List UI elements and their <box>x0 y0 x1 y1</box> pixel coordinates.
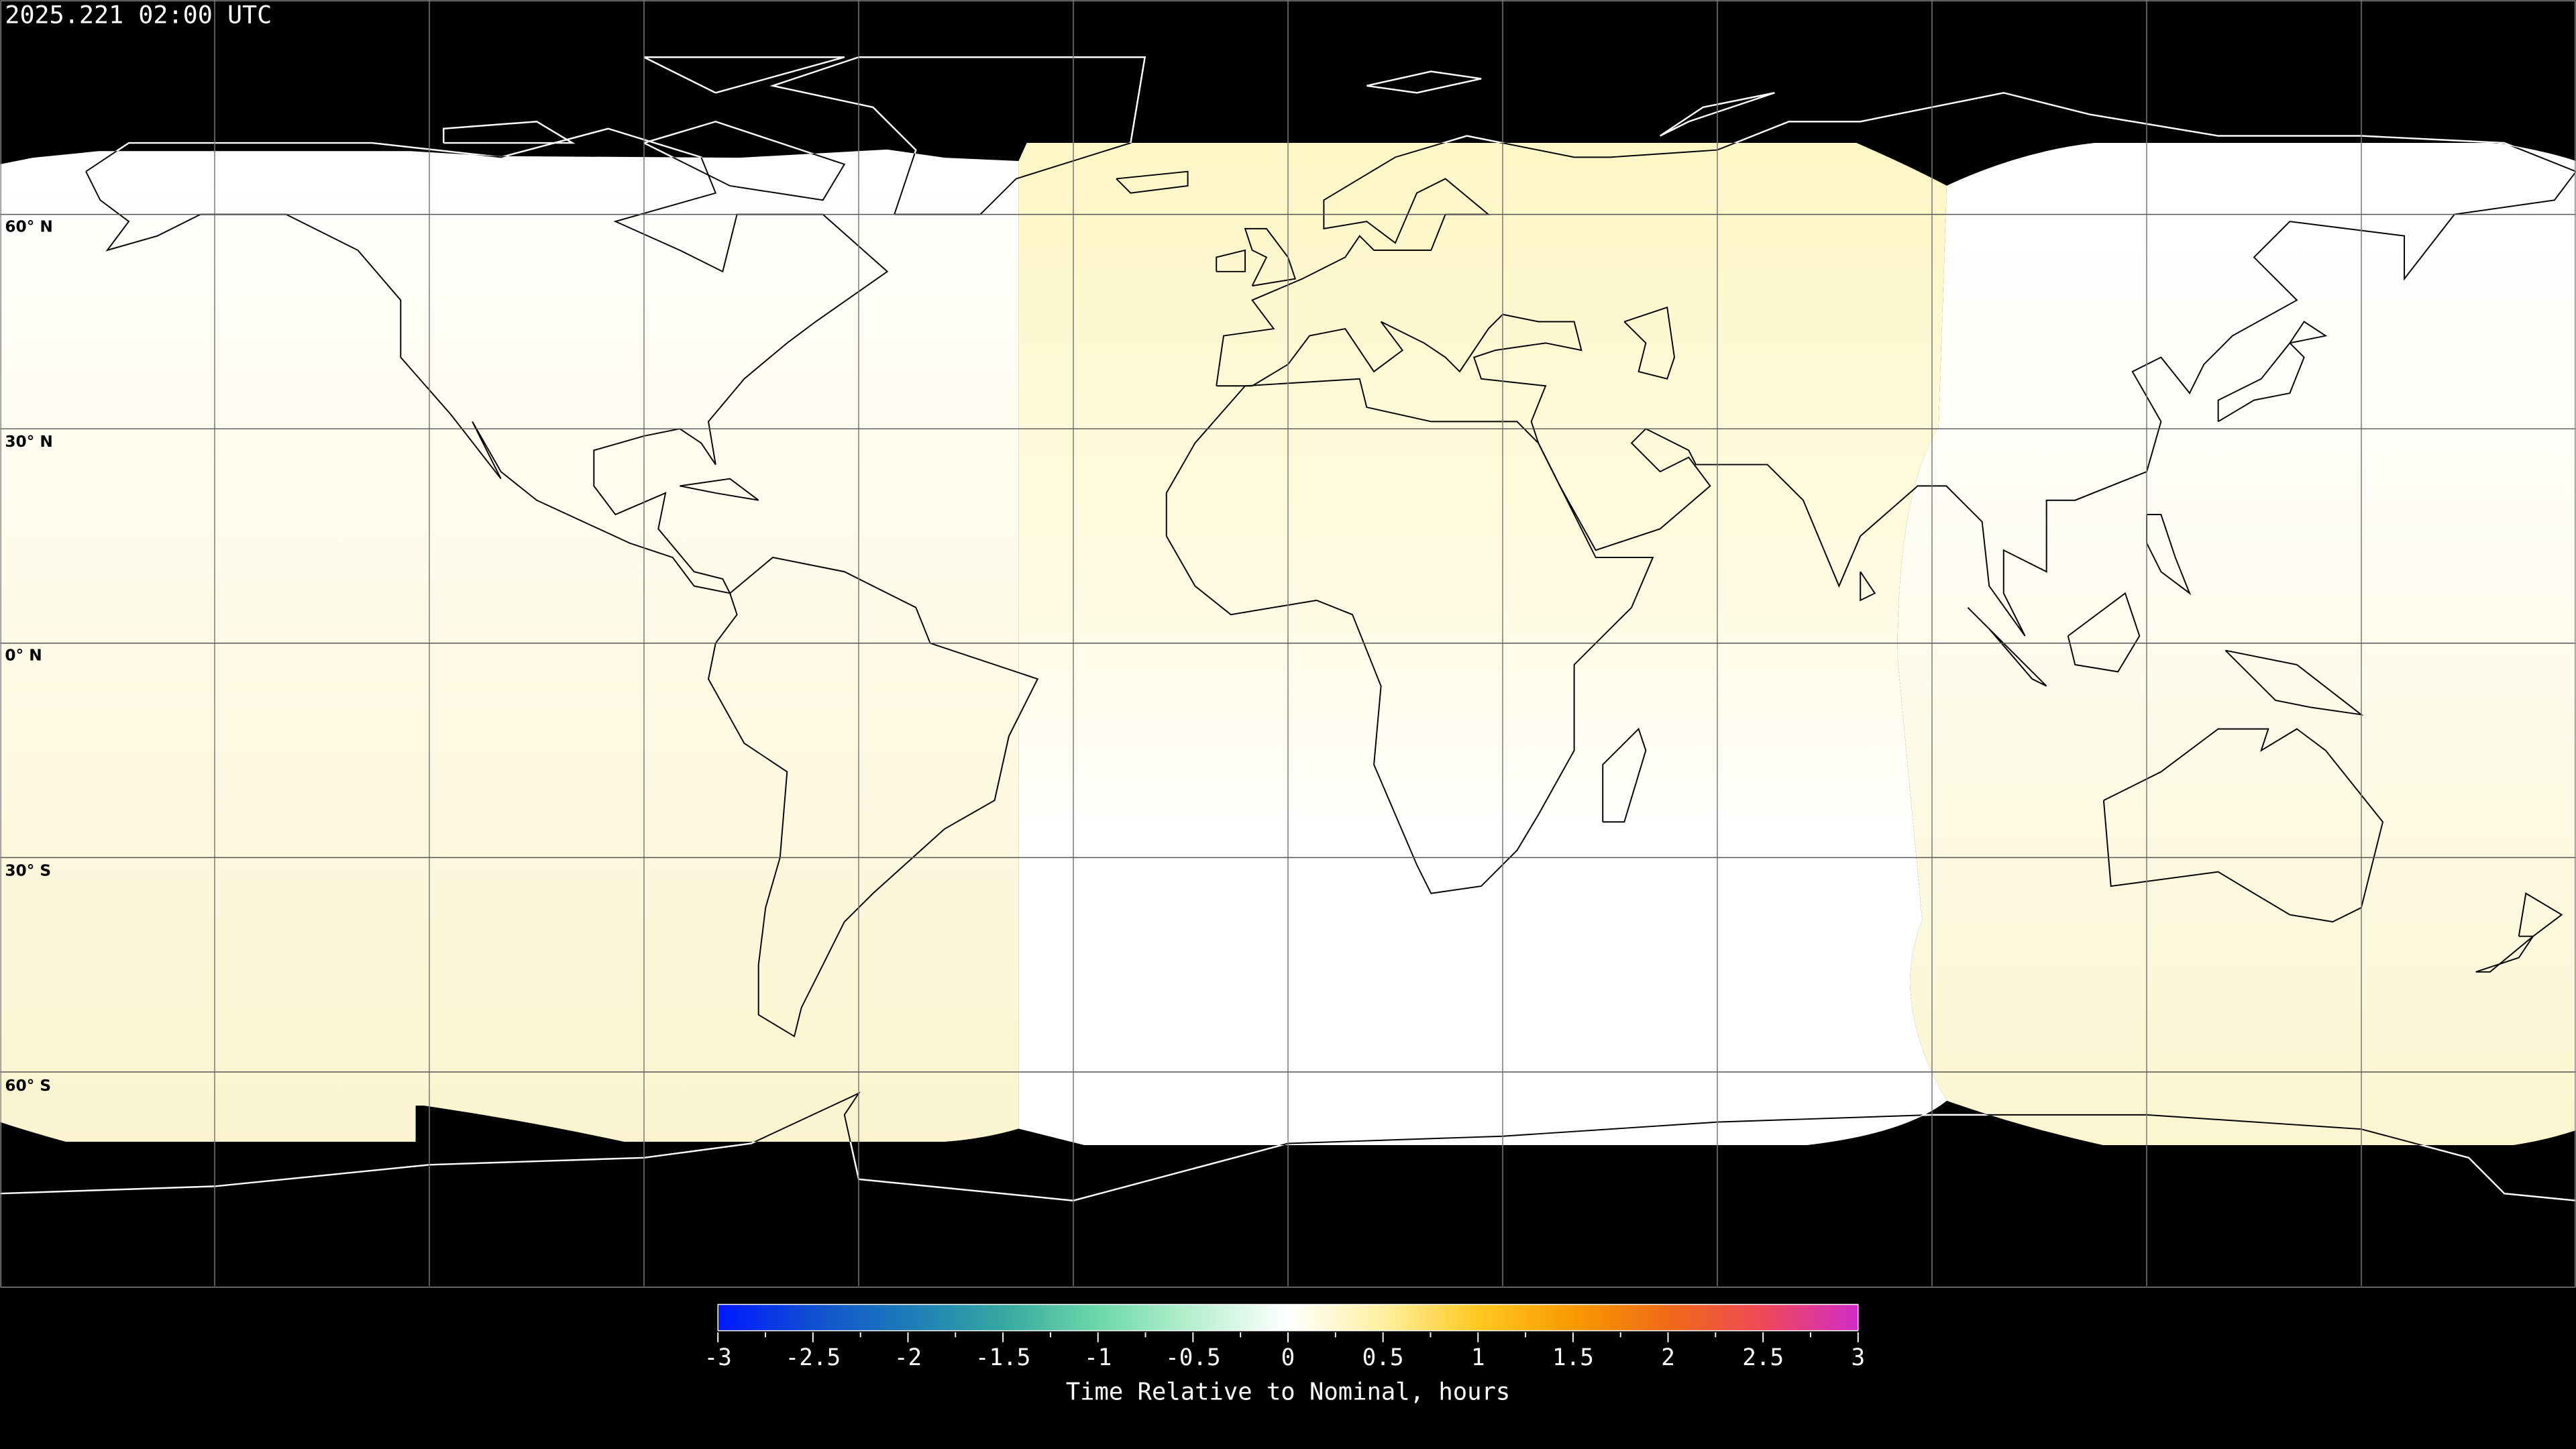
coastline-victoria-island <box>443 120 576 144</box>
coastline-great-britain <box>1244 227 1297 287</box>
coastline-greenland <box>770 143 1146 215</box>
coverage-region-central <box>1018 143 1947 1145</box>
coastline-cuba <box>680 478 759 501</box>
colorbar-tick-label: -0.5 <box>1165 1344 1221 1371</box>
graticule <box>0 0 2576 1287</box>
coastline-new-zealand-north <box>2518 892 2563 937</box>
colorbar-tick-label: -2.5 <box>786 1344 841 1371</box>
coastline-antarctica <box>0 1091 2576 1145</box>
lat-label-30n: 30° N <box>5 433 53 451</box>
colorbar-ticks: -3 -2.5 -2 -1.5 -1 -0.5 0 0.5 1 1.5 2 2.5 3 <box>704 1332 1865 1371</box>
colorbar-tick-label: 2.5 <box>1742 1344 1784 1371</box>
coastline-caspian-sea <box>1623 306 1676 380</box>
colorbar-tick-label: -3 <box>704 1344 732 1371</box>
coastline-africa <box>1165 378 1654 894</box>
coastline-japan <box>2217 341 2305 423</box>
coastline-ellesmere-island <box>643 56 845 94</box>
coastline-sumatra <box>1967 606 2047 687</box>
colorbar-tick-label: 0 <box>1281 1344 1295 1371</box>
colorbar-tick-label: 1.5 <box>1552 1344 1594 1371</box>
coastline-sri-lanka <box>1860 571 1876 602</box>
colorbar-tick-label: 1 <box>1471 1344 1485 1371</box>
coastline-hokkaido <box>2289 321 2328 344</box>
coastline-iceland <box>1116 170 1189 194</box>
coastline-new-guinea <box>2224 649 2364 716</box>
coastline-eurasia <box>1216 143 2576 637</box>
colorbar-bar <box>717 1303 1859 1332</box>
map-border <box>0 0 2576 1288</box>
coastline-madagascar <box>1602 727 1647 823</box>
coastline-south-america <box>707 556 1039 1038</box>
colorbar-tick-label: 3 <box>1851 1344 1865 1371</box>
colorbar-tick-label: 0.5 <box>1362 1344 1404 1371</box>
coastline-svalbard <box>1366 70 1482 94</box>
colorbar-tick-label: -2 <box>894 1344 922 1371</box>
coastlines <box>0 143 2576 1145</box>
coverage-region-east <box>1897 143 2576 1145</box>
coastline-novaya-zemlya <box>1660 92 1775 137</box>
data-coverage <box>0 143 2576 1145</box>
title-timestamp: 2025.221 02:00 UTC <box>5 0 272 29</box>
coastline-ireland <box>1216 249 1246 272</box>
coastline-australia <box>2102 728 2384 923</box>
lat-label-60s: 60° S <box>5 1077 51 1095</box>
coastline-new-zealand-south <box>2475 935 2534 973</box>
coastline-borneo <box>2067 592 2141 673</box>
lat-label-30s: 30° S <box>5 861 51 879</box>
colorbar-tick-label: 2 <box>1661 1344 1675 1371</box>
colorbar: -3 -2.5 -2 -1.5 -1 -0.5 0 0.5 1 1.5 2 2.5 3 Time Rel… <box>704 1303 1865 1406</box>
colorbar-tick-label: -1.5 <box>975 1344 1031 1371</box>
lat-label-0n: 0° N <box>5 646 42 664</box>
colorbar-tick-label: -1 <box>1084 1344 1112 1371</box>
lat-label-60n: 60° N <box>5 217 53 235</box>
coastline-baffin-island <box>643 143 846 201</box>
coverage-region-west <box>0 149 1019 1142</box>
colorbar-label: Time Relative to Nominal, hours <box>1066 1379 1511 1406</box>
coastline-north-america <box>85 143 889 594</box>
